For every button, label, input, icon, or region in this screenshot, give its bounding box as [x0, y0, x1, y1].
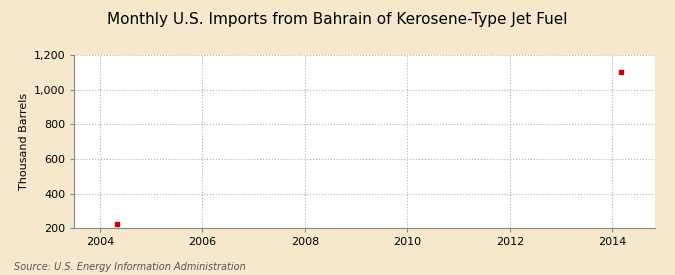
- Y-axis label: Thousand Barrels: Thousand Barrels: [20, 93, 30, 190]
- Text: Source: U.S. Energy Information Administration: Source: U.S. Energy Information Administ…: [14, 262, 245, 272]
- Text: Monthly U.S. Imports from Bahrain of Kerosene-Type Jet Fuel: Monthly U.S. Imports from Bahrain of Ker…: [107, 12, 568, 28]
